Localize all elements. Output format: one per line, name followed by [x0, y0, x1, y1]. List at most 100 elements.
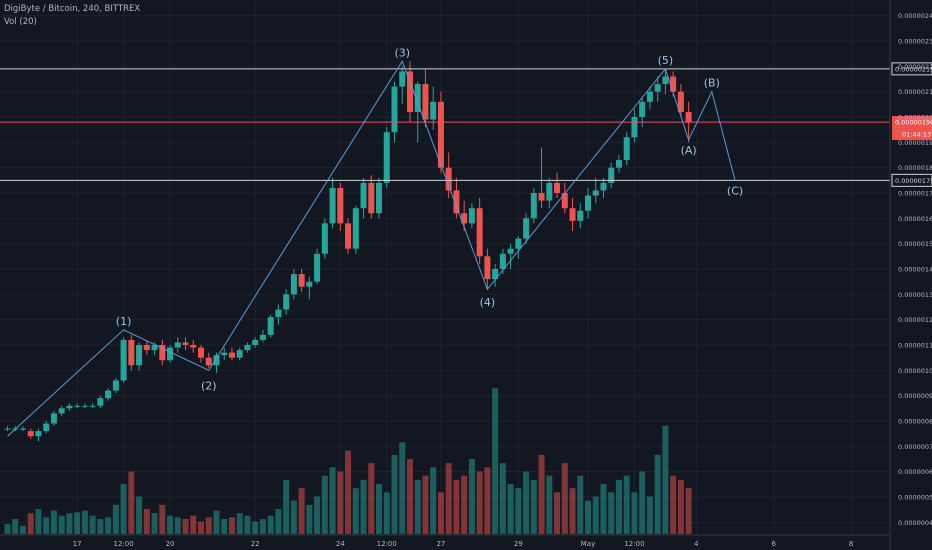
- price-tag-label: 0.00000175: [895, 177, 932, 185]
- volume-bar: [259, 519, 266, 534]
- wave-label: (1): [116, 315, 132, 328]
- candle-body: [461, 213, 468, 224]
- volume-bar: [406, 459, 413, 534]
- wave-label: (4): [480, 296, 496, 309]
- volume-bars: [4, 388, 692, 534]
- candle-body: [639, 101, 646, 117]
- volume-bar: [685, 488, 692, 534]
- candle-body: [221, 352, 228, 356]
- candle-body: [89, 405, 96, 407]
- volume-bar: [468, 459, 475, 534]
- volume-bar: [97, 519, 104, 534]
- elliott-wave-drawing: (1) (2) (3) (4) (5) (A) (B) (C): [7, 46, 743, 437]
- volume-bar: [159, 504, 166, 534]
- volume-bar: [205, 517, 212, 534]
- volume-bar: [112, 504, 119, 534]
- volume-bar: [345, 450, 352, 534]
- volume-bar: [35, 509, 42, 534]
- volume-bar: [283, 479, 290, 534]
- countdown-box: [892, 128, 932, 141]
- candle-body: [654, 84, 661, 92]
- candle-body: [437, 101, 444, 168]
- candle-body: [314, 253, 321, 282]
- volume-bar: [654, 454, 661, 534]
- wave-path: [7, 60, 736, 437]
- volume-bar: [314, 496, 321, 534]
- candle-body: [383, 132, 390, 183]
- candle-body: [608, 167, 615, 183]
- volume-bar: [530, 479, 537, 534]
- volume-bar: [399, 442, 406, 534]
- volume-bar: [74, 512, 81, 534]
- price-tag-box: [891, 62, 932, 76]
- candle-body: [523, 218, 530, 239]
- candle-body: [530, 193, 537, 219]
- volume-bar: [306, 504, 313, 534]
- candle-body: [561, 193, 568, 209]
- candle-body: [120, 339, 127, 381]
- volume-bar: [662, 425, 669, 534]
- volume-bar: [105, 517, 112, 534]
- volume-bar: [58, 515, 65, 534]
- volume-bar: [507, 484, 514, 534]
- volume-bar: [228, 517, 235, 534]
- volume-bar: [677, 479, 684, 534]
- price-tick-label: 0.00000240: [898, 12, 932, 20]
- volume-bar: [275, 509, 282, 534]
- candle-body: [105, 390, 112, 399]
- volume-bar: [136, 496, 143, 534]
- candle-body: [677, 91, 684, 112]
- time-tick-label: 12:00: [377, 540, 397, 548]
- candle-body: [283, 294, 290, 310]
- candle-body: [298, 274, 305, 287]
- candle-body: [58, 408, 65, 414]
- candles: [4, 61, 692, 442]
- candle-body: [623, 137, 630, 161]
- candle-body: [198, 347, 204, 358]
- candle-body: [190, 345, 197, 348]
- candle-body: [50, 413, 57, 424]
- volume-bar: [523, 471, 530, 534]
- volume-bar: [585, 500, 591, 534]
- time-tick-label: 20: [166, 540, 175, 548]
- volume-bar: [569, 488, 576, 534]
- time-tick-label: 22: [251, 540, 260, 548]
- volume-bar: [66, 513, 73, 534]
- candle-body: [507, 248, 514, 254]
- candle-body: [600, 182, 607, 191]
- volume-bar: [499, 463, 506, 534]
- chart-legend: DigiByte / Bitcoin, 240, BITTREX Vol (20…: [4, 3, 140, 29]
- volume-bar: [461, 475, 468, 534]
- candle-body: [445, 167, 452, 191]
- volume-bar: [476, 471, 483, 534]
- candle-body: [414, 84, 421, 112]
- candle-body: [453, 190, 460, 214]
- candle-body: [97, 398, 104, 406]
- volume-bar: [267, 515, 274, 534]
- candle-body: [267, 317, 274, 335]
- candle-body: [670, 76, 677, 92]
- volume-bar: [213, 510, 220, 534]
- volume-bar: [329, 467, 336, 534]
- time-tick-label: 27: [436, 540, 445, 548]
- time-axis[interactable]: 17 12:00 20 22 24 12:00 27 29 May 12:00 4 6 8: [0, 534, 890, 548]
- candle-body: [259, 334, 266, 340]
- volume-bar: [445, 463, 452, 534]
- indicator-label-vol[interactable]: Vol (20): [4, 17, 37, 27]
- candle-body: [646, 91, 653, 102]
- volume-bar: [182, 519, 189, 534]
- candle-body: [159, 345, 166, 361]
- volume-bar: [414, 479, 421, 534]
- candle-body: [275, 309, 282, 318]
- time-tick-label: 17: [73, 540, 82, 548]
- candle-body: [43, 423, 50, 432]
- price-tag-label: 0.00000219: [895, 65, 932, 73]
